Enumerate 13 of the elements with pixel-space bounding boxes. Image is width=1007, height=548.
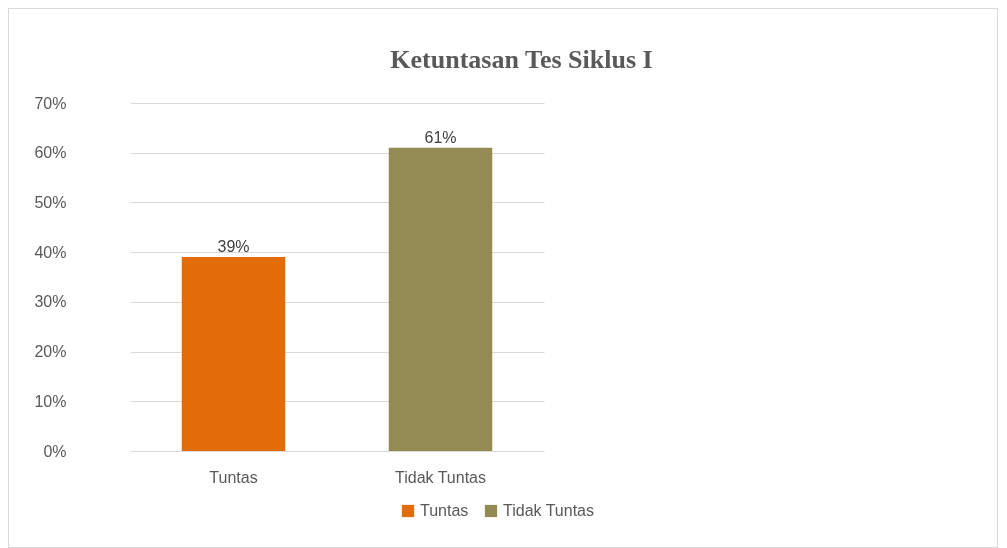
y-tick-label: 70% [34, 94, 67, 112]
data-label: 39% [217, 238, 250, 256]
y-tick-label: 0% [43, 442, 67, 460]
y-tick-label: 40% [34, 243, 67, 261]
chart-title: Ketuntasan Tes Siklus I [390, 45, 653, 74]
y-tick-label: 10% [34, 392, 67, 410]
y-tick-label: 50% [34, 193, 67, 211]
legend-label: Tidak Tuntas [503, 502, 595, 519]
legend-label: Tuntas [420, 502, 469, 519]
data-label: 61% [424, 128, 457, 146]
y-tick-label: 20% [34, 343, 67, 361]
y-tick-label: 30% [34, 293, 67, 311]
y-tick-label: 60% [34, 144, 67, 162]
